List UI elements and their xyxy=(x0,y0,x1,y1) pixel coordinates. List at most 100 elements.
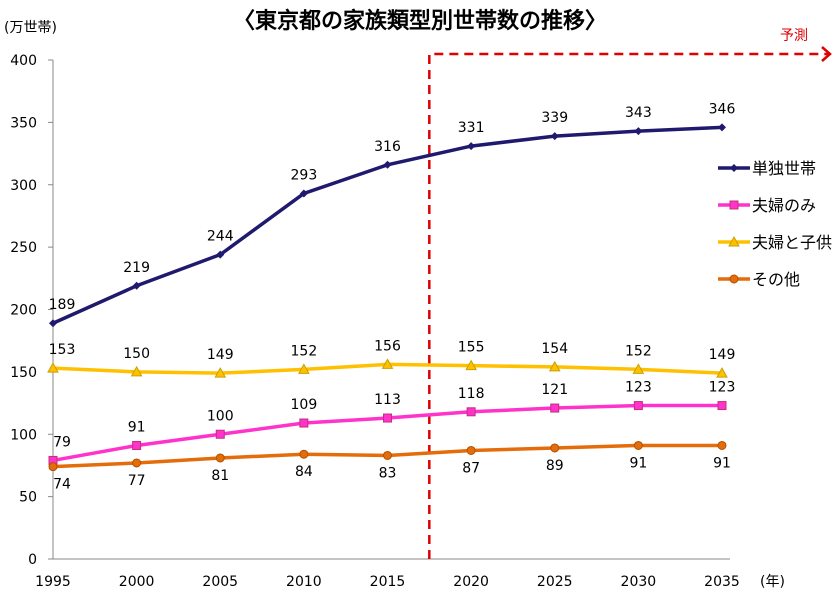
x-tick-label: 2035 xyxy=(704,574,740,590)
data-point-triangle xyxy=(728,235,740,247)
data-point-diamond xyxy=(634,127,643,136)
data-label: 331 xyxy=(458,120,485,136)
data-label: 89 xyxy=(546,458,564,474)
x-tick-label: 2025 xyxy=(537,574,573,590)
data-label: 83 xyxy=(379,465,397,481)
data-label: 316 xyxy=(374,139,401,155)
x-tick-label: 2010 xyxy=(286,574,322,590)
legend-label: 夫婦と子供 xyxy=(752,233,832,252)
data-point-square xyxy=(299,418,309,428)
data-point-square xyxy=(215,429,225,439)
data-point-circle xyxy=(729,274,739,284)
data-label: 293 xyxy=(291,167,318,183)
legend-item: その他 xyxy=(718,270,800,289)
legend-item: 夫婦と子供 xyxy=(718,233,832,252)
data-label: 121 xyxy=(541,382,568,398)
forecast-label: 予測 xyxy=(780,28,808,44)
legend-item: 単独世帯 xyxy=(718,159,816,178)
data-label: 109 xyxy=(291,397,318,413)
x-tick-label: 2015 xyxy=(370,574,406,590)
y-tick-label: 100 xyxy=(10,427,37,443)
y-tick-label: 250 xyxy=(10,240,37,256)
data-point-triangle xyxy=(716,367,728,378)
x-tick-label: 1995 xyxy=(35,574,71,590)
data-point-circle xyxy=(299,449,309,459)
data-label: 100 xyxy=(207,408,234,424)
x-tick-label: 2000 xyxy=(119,574,155,590)
x-tick-label: 2020 xyxy=(453,574,489,590)
data-label: 81 xyxy=(211,468,229,484)
data-point-square xyxy=(466,407,476,417)
data-point-triangle xyxy=(548,360,561,372)
series-triangle: 153 150 149 152 156 155 154 152 149 xyxy=(47,338,736,378)
data-label: 77 xyxy=(128,473,146,489)
data-point-triangle xyxy=(381,358,394,369)
x-tick-label: 2030 xyxy=(621,574,657,590)
data-label: 79 xyxy=(53,434,71,450)
x-tick-label: 2005 xyxy=(202,574,238,590)
data-point-diamond xyxy=(730,164,738,172)
data-point-triangle xyxy=(214,367,227,378)
chart-title: 〈東京都の家族類型別世帯数の推移〉 xyxy=(233,8,607,34)
legend-label: 夫婦のみ xyxy=(752,196,816,215)
data-label: 149 xyxy=(207,347,234,363)
data-point-square xyxy=(717,401,727,411)
data-point-circle xyxy=(466,445,476,455)
data-label: 154 xyxy=(541,341,568,357)
data-point-square xyxy=(729,200,739,210)
data-label: 87 xyxy=(462,460,480,476)
data-point-diamond xyxy=(49,319,57,328)
series-line xyxy=(52,125,723,325)
data-label: 153 xyxy=(49,342,76,358)
data-point-diamond xyxy=(383,160,392,169)
data-point-triangle xyxy=(465,359,477,371)
data-label: 74 xyxy=(53,477,71,493)
data-label: 155 xyxy=(458,340,485,356)
data-point-circle xyxy=(550,443,560,453)
data-point-square xyxy=(550,403,560,413)
data-point-circle xyxy=(215,453,225,463)
y-tick-label: 300 xyxy=(10,178,37,194)
data-label: 91 xyxy=(629,455,647,471)
data-point-circle xyxy=(48,462,58,472)
y-axis-label: (万世帯) xyxy=(4,20,57,36)
data-label: 346 xyxy=(709,101,736,117)
data-label: 343 xyxy=(625,105,652,121)
data-label: 91 xyxy=(128,419,146,435)
data-label: 123 xyxy=(709,380,736,396)
data-label: 91 xyxy=(713,455,731,471)
data-point-triangle xyxy=(298,363,310,374)
data-label: 150 xyxy=(123,346,150,362)
data-label: 113 xyxy=(374,392,401,408)
data-label: 149 xyxy=(709,347,736,363)
y-tick-label: 0 xyxy=(28,552,37,568)
series-square: 79 91 100 109 113 118 121 123 123 xyxy=(48,380,736,465)
data-label: 123 xyxy=(625,380,652,396)
data-point-circle xyxy=(383,450,392,460)
y-tick-label: 400 xyxy=(10,53,37,69)
y-tick-label: 350 xyxy=(10,115,37,131)
data-label: 152 xyxy=(291,343,318,359)
data-point-circle xyxy=(717,440,727,450)
legend-label: 単独世帯 xyxy=(752,159,816,178)
forecast-divider-line xyxy=(428,52,828,559)
data-point-triangle xyxy=(47,362,59,373)
data-point-circle xyxy=(132,458,142,468)
forecast-arrow-icon xyxy=(821,46,832,62)
y-tick-label: 150 xyxy=(10,365,37,381)
data-point-square xyxy=(132,440,142,450)
data-label: 339 xyxy=(541,110,568,126)
data-label: 189 xyxy=(49,297,76,313)
data-label: 156 xyxy=(374,338,401,354)
legend-label: その他 xyxy=(752,270,800,289)
data-label: 152 xyxy=(625,343,652,359)
data-point-diamond xyxy=(132,281,141,290)
data-point-diamond xyxy=(299,189,308,198)
data-label: 84 xyxy=(295,464,313,480)
data-point-circle xyxy=(633,440,643,450)
data-point-triangle xyxy=(632,363,645,374)
legend-item: 夫婦のみ xyxy=(718,196,816,215)
data-label: 219 xyxy=(123,260,150,276)
data-label: 244 xyxy=(207,229,234,245)
